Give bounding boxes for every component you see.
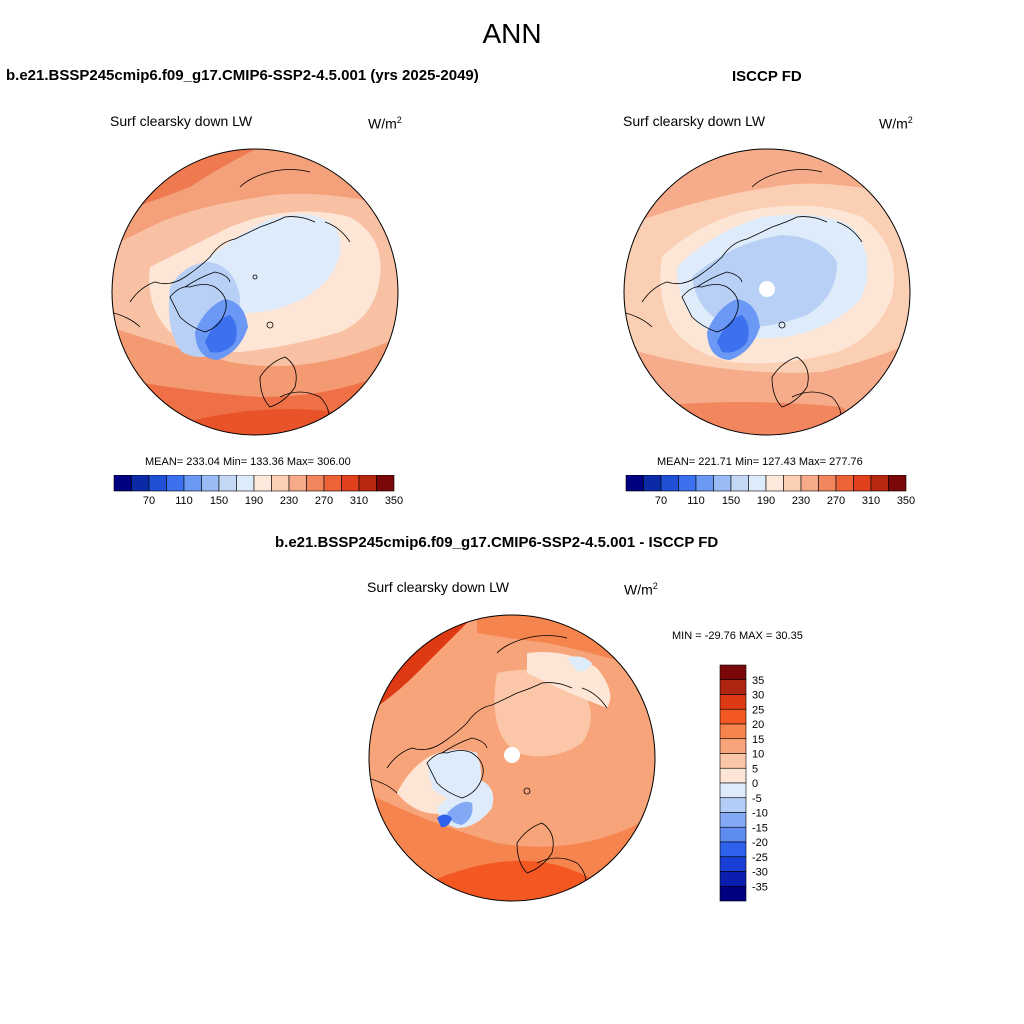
model-colorbar-tick-label: 270 xyxy=(315,495,333,507)
diff-colorbar-swatch xyxy=(719,753,747,769)
obs-colorbar-tick-label: 150 xyxy=(722,495,740,507)
model-colorbar-swatch xyxy=(306,475,325,492)
model-colorbar-swatch xyxy=(183,475,202,492)
diff-colorbar-swatch xyxy=(719,856,747,872)
main-title: ANN xyxy=(482,18,542,49)
diff-colorbar-tick-label: -20 xyxy=(752,837,768,849)
diff-colorbar: 35 30 25 20 15 10 5 0 -5 -10 -15 -20 -25 -30 -35 xyxy=(719,664,768,902)
obs-colorbar-swatch xyxy=(730,475,749,492)
obs-stats: MEAN= 221.71 Min= 127.43 Max= 277.76 xyxy=(657,456,863,468)
diff-colorbar-swatch xyxy=(719,885,747,902)
diff-colorbar-swatch xyxy=(719,812,747,828)
obs-colorbar-swatch xyxy=(695,475,714,492)
obs-colorbar-tick-label: 270 xyxy=(827,495,845,507)
diff-colorbar-swatch xyxy=(719,797,747,813)
diff-colorbar-swatch xyxy=(719,679,747,695)
model-colorbar-tick-label: 70 xyxy=(143,495,155,507)
diff-panel-title: b.e21.BSSP245cmip6.f09_g17.CMIP6-SSP2-4.… xyxy=(275,534,719,551)
obs-colorbar-swatch xyxy=(678,475,697,492)
obs-colorbar-swatch xyxy=(888,475,907,492)
obs-colorbar-swatch xyxy=(783,475,802,492)
obs-colorbar-tick-label: 70 xyxy=(655,495,667,507)
obs-colorbar-tick-label: 310 xyxy=(862,495,880,507)
model-colorbar-tick-label: 310 xyxy=(350,495,368,507)
model-colorbar-tick-label: 110 xyxy=(175,495,193,507)
obs-colorbar-swatch xyxy=(870,475,889,492)
diff-colorbar-swatch xyxy=(719,871,747,887)
model-colorbar-swatch xyxy=(148,475,167,492)
diff-colorbar-swatch xyxy=(719,767,747,784)
diff-colorbar-swatch xyxy=(719,664,747,681)
diff-colorbar-tick-label: 0 xyxy=(752,778,758,790)
model-colorbar-swatch xyxy=(131,475,150,492)
obs-colorbar-swatch xyxy=(713,475,732,492)
diff-colorbar-tick-label: -10 xyxy=(752,808,768,820)
obs-colorbar-swatch xyxy=(835,475,854,492)
diff-stats: MIN = -29.76 MAX = 30.35 xyxy=(672,630,803,642)
diff-colorbar-tick-label: -35 xyxy=(752,881,768,893)
model-colorbar-swatch xyxy=(358,475,377,492)
diff-colorbar-swatch xyxy=(719,694,747,710)
diff-colorbar-tick-label: 35 xyxy=(752,675,764,687)
model-colorbar-swatch xyxy=(253,475,272,492)
obs-colorbar-tick-label: 230 xyxy=(792,495,810,507)
model-polar-map xyxy=(111,148,399,436)
diff-colorbar-swatch xyxy=(719,826,747,843)
model-variable-label: Surf clearsky down LW xyxy=(110,113,253,129)
model-colorbar-tick-label: 150 xyxy=(210,495,228,507)
diff-polar-map xyxy=(368,614,656,902)
obs-colorbar-swatch xyxy=(800,475,819,492)
diff-colorbar-swatch xyxy=(719,708,747,725)
diff-colorbar-tick-label: 20 xyxy=(752,719,764,731)
diff-colorbar-tick-label: 10 xyxy=(752,749,764,761)
diff-units-label: W/m2 xyxy=(624,581,658,598)
obs-colorbar-tick-label: 190 xyxy=(757,495,775,507)
model-colorbar-tick-label: 350 xyxy=(385,495,403,507)
obs-colorbar-swatch xyxy=(818,475,837,492)
obs-colorbar-swatch xyxy=(853,475,872,492)
model-colorbar-swatch xyxy=(288,475,307,492)
diff-colorbar-swatch xyxy=(719,723,747,740)
model-colorbar-swatch xyxy=(323,475,342,492)
obs-variable-label: Surf clearsky down LW xyxy=(623,113,766,129)
diff-colorbar-swatch xyxy=(719,738,747,754)
obs-units-label: W/m2 xyxy=(879,115,913,132)
model-colorbar-swatch xyxy=(218,475,237,492)
diff-colorbar-swatch xyxy=(719,782,747,799)
obs-colorbar: 70 110 150 190 230 270 310 350 xyxy=(625,475,915,507)
model-colorbar-swatch xyxy=(113,475,132,492)
obs-colorbar-swatch xyxy=(748,475,767,492)
obs-colorbar-tick-label: 350 xyxy=(897,495,915,507)
model-colorbar: 70 110 150 190 230 270 310 350 xyxy=(113,475,403,507)
obs-polar-map xyxy=(623,148,911,436)
model-colorbar-tick-label: 230 xyxy=(280,495,298,507)
diff-colorbar-tick-label: -15 xyxy=(752,822,768,834)
obs-colorbar-swatch xyxy=(643,475,662,492)
obs-colorbar-swatch xyxy=(765,475,784,492)
model-stats: MEAN= 233.04 Min= 133.36 Max= 306.00 xyxy=(145,456,351,468)
diff-variable-label: Surf clearsky down LW xyxy=(367,579,510,595)
obs-colorbar-tick-label: 110 xyxy=(687,495,705,507)
diff-colorbar-swatch xyxy=(719,841,747,858)
obs-colorbar-swatch xyxy=(625,475,644,492)
model-colorbar-swatch xyxy=(271,475,290,492)
model-colorbar-tick-label: 190 xyxy=(245,495,263,507)
model-colorbar-swatch xyxy=(236,475,255,492)
model-colorbar-swatch xyxy=(201,475,220,492)
diff-colorbar-tick-label: -25 xyxy=(752,852,768,864)
model-panel-title: b.e21.BSSP245cmip6.f09_g17.CMIP6-SSP2-4.… xyxy=(6,67,479,84)
model-colorbar-swatch xyxy=(376,475,395,492)
diff-colorbar-tick-label: 30 xyxy=(752,690,764,702)
diff-colorbar-tick-label: -30 xyxy=(752,867,768,879)
diff-colorbar-tick-label: 15 xyxy=(752,734,764,746)
obs-colorbar-swatch xyxy=(660,475,679,492)
diff-colorbar-tick-label: -5 xyxy=(752,793,762,805)
model-colorbar-swatch xyxy=(341,475,360,492)
diff-colorbar-tick-label: 25 xyxy=(752,704,764,716)
model-colorbar-swatch xyxy=(166,475,185,492)
model-units-label: W/m2 xyxy=(368,115,402,132)
diff-colorbar-tick-label: 5 xyxy=(752,763,758,775)
obs-panel-title: ISCCP FD xyxy=(732,68,802,85)
